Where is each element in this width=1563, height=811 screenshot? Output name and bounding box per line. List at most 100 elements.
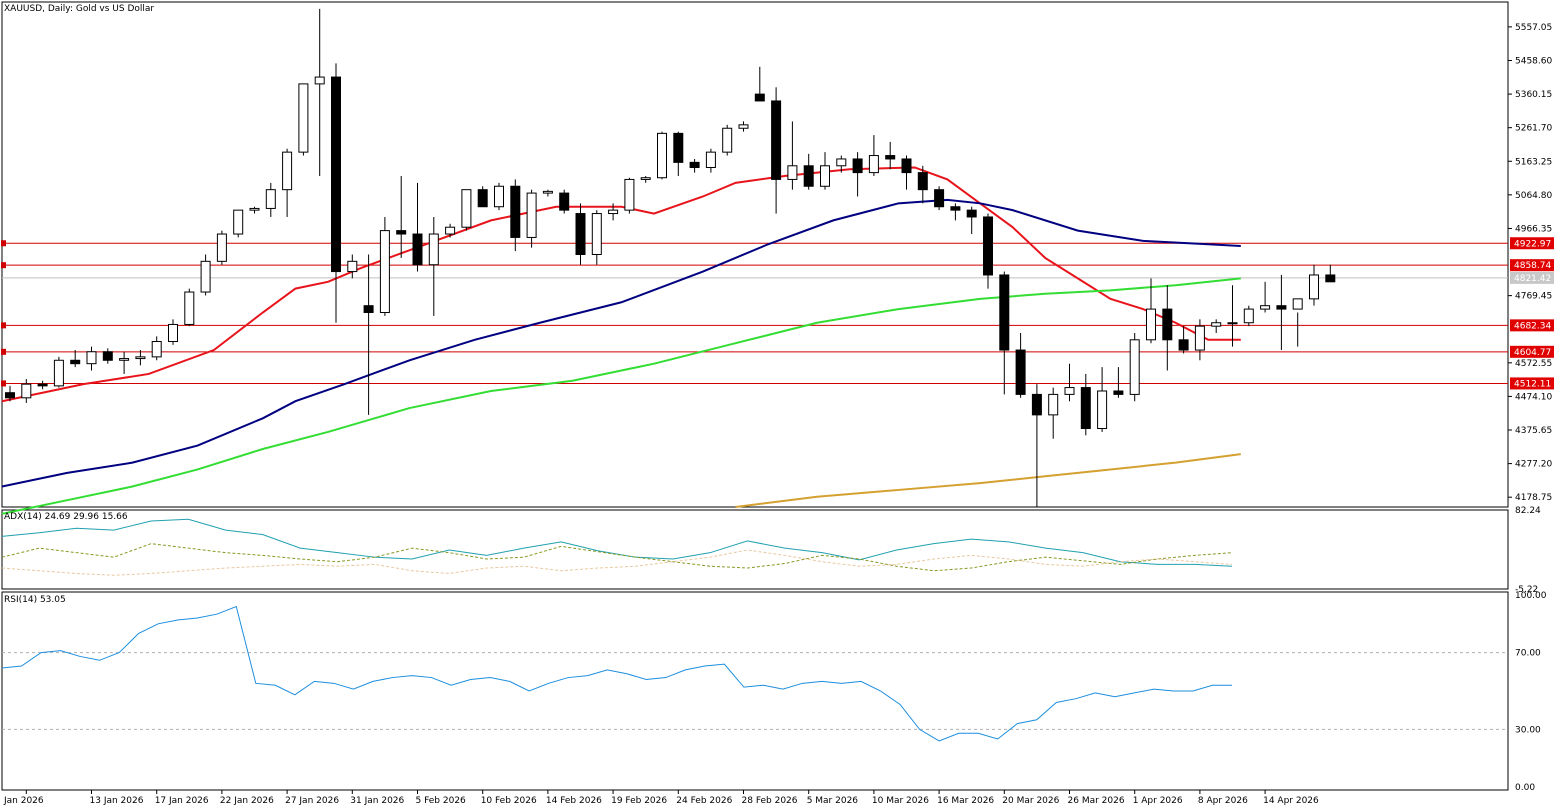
level-marker <box>1 348 6 355</box>
panel-frame <box>1 509 1509 590</box>
level-tag <box>1510 345 1554 358</box>
panel-borders <box>1 1 1509 791</box>
candle-body <box>559 192 570 211</box>
candle-body <box>624 178 635 211</box>
moving-averages <box>1 166 1241 515</box>
candle-body <box>966 209 977 218</box>
candle-body <box>200 260 211 293</box>
candle-body <box>885 155 896 160</box>
rsi-tick-label: 0.00 <box>1515 783 1535 793</box>
candle-body <box>5 392 15 399</box>
date-tick-label: 27 Jan 2026 <box>285 796 339 806</box>
candle-body <box>934 189 945 208</box>
candle-body <box>379 230 390 314</box>
candle-body <box>705 151 716 168</box>
candle-body <box>21 383 32 399</box>
price-tick-label: 4375.65 <box>1515 426 1552 436</box>
moving-average-line <box>1 198 1241 488</box>
adx-line <box>1 518 1233 567</box>
date-tick-label: 26 Mar 2026 <box>1068 796 1125 806</box>
level-tag-label: 4858.74 <box>1514 261 1551 271</box>
date-tick-label: 16 Mar 2026 <box>937 796 994 806</box>
panel-frame <box>1 591 1509 791</box>
candle-body <box>53 359 64 387</box>
candles <box>5 8 1336 507</box>
date-tick-label: 5 Feb 2026 <box>416 796 467 806</box>
rsi-panel: 100.00 70.00 30.00 0.00 <box>1 591 1547 793</box>
date-tick-label: 22 Jan 2026 <box>220 796 274 806</box>
level-marker <box>1 262 6 269</box>
rsi-tick-label: 30.00 <box>1515 725 1541 735</box>
candle-body <box>102 351 113 361</box>
candle-body <box>363 305 374 314</box>
candle-body <box>901 158 912 174</box>
candle-body <box>575 213 586 255</box>
candle-body <box>168 323 178 343</box>
candle-body <box>412 233 423 266</box>
candle-body <box>1146 308 1156 341</box>
candle-body <box>787 165 798 180</box>
candle-body <box>184 291 195 325</box>
candle-body <box>803 165 814 187</box>
candle-body <box>657 132 667 179</box>
date-tick-label: 14 Apr 2026 <box>1263 796 1319 806</box>
candle-body <box>396 230 407 235</box>
level-tag-label: 4922.97 <box>1514 239 1551 249</box>
candle-body <box>673 132 684 163</box>
price-tick-label: 5557.05 <box>1515 23 1552 33</box>
candle-body <box>983 216 993 276</box>
candle-body <box>119 358 130 361</box>
date-tick-label: 5 Mar 2026 <box>807 796 859 806</box>
candle-body <box>314 76 325 85</box>
date-tick-label: 14 Feb 2026 <box>546 796 602 806</box>
date-tick-label: 10 Feb 2026 <box>481 796 537 806</box>
horizontal-levels: 4922.97 4858.74 4682.34 4604.77 4512.11 4821.… <box>1 237 1554 390</box>
candle-body <box>820 165 830 187</box>
candle-body <box>1227 322 1238 325</box>
candle-body <box>216 233 227 262</box>
candle-body <box>1260 305 1271 310</box>
candle-body <box>1015 349 1026 395</box>
candle-body <box>70 359 81 365</box>
candle-body <box>852 158 863 174</box>
price-tick-label: 4277.20 <box>1515 460 1552 470</box>
candle-body <box>298 83 309 153</box>
candle-body <box>331 76 341 273</box>
rsi-title: RSI(14) 53.05 <box>4 595 66 605</box>
candle-body <box>1178 339 1189 351</box>
candle-body <box>836 158 847 167</box>
price-tick-label: 5064.80 <box>1515 191 1552 201</box>
candle-body <box>1113 390 1124 395</box>
candle-body <box>1309 274 1319 300</box>
date-tick-label: 28 Feb 2026 <box>742 796 798 806</box>
candle-body <box>151 341 162 358</box>
level-tag-label: 4682.34 <box>1514 321 1551 331</box>
level-tag <box>1510 259 1554 272</box>
candle-body <box>526 192 537 238</box>
candle-body <box>510 185 521 238</box>
candle-body <box>1276 305 1287 310</box>
candle-body <box>428 233 439 266</box>
candle-body <box>282 151 293 191</box>
moving-average-line <box>1 166 1241 403</box>
price-tick-label: 5458.60 <box>1515 56 1552 66</box>
date-tick-label: 8 Apr 2026 <box>1198 796 1248 806</box>
price-axis: 5557.05 5458.60 5360.15 5261.70 5163.25 5064.… <box>1508 23 1552 503</box>
price-tick-label: 4572.55 <box>1515 359 1552 369</box>
candle-body <box>37 383 48 387</box>
candle-body <box>1048 393 1059 416</box>
date-tick-label: 31 Jan 2026 <box>350 796 404 806</box>
price-tick-label: 4966.35 <box>1515 224 1552 234</box>
candle-body <box>249 207 260 211</box>
candle-body <box>1243 308 1254 324</box>
date-tick-label: Jan 2026 <box>3 796 44 806</box>
candle-body <box>689 161 700 168</box>
candle-body <box>1031 393 1042 416</box>
level-tag <box>1510 377 1554 390</box>
candle-body <box>738 124 749 129</box>
price-tick-label: 4474.10 <box>1515 392 1552 402</box>
current-price-label: 4821.42 <box>1514 274 1551 284</box>
candle-body <box>494 185 504 208</box>
candle-body <box>1097 390 1108 430</box>
candle-body <box>445 226 456 235</box>
